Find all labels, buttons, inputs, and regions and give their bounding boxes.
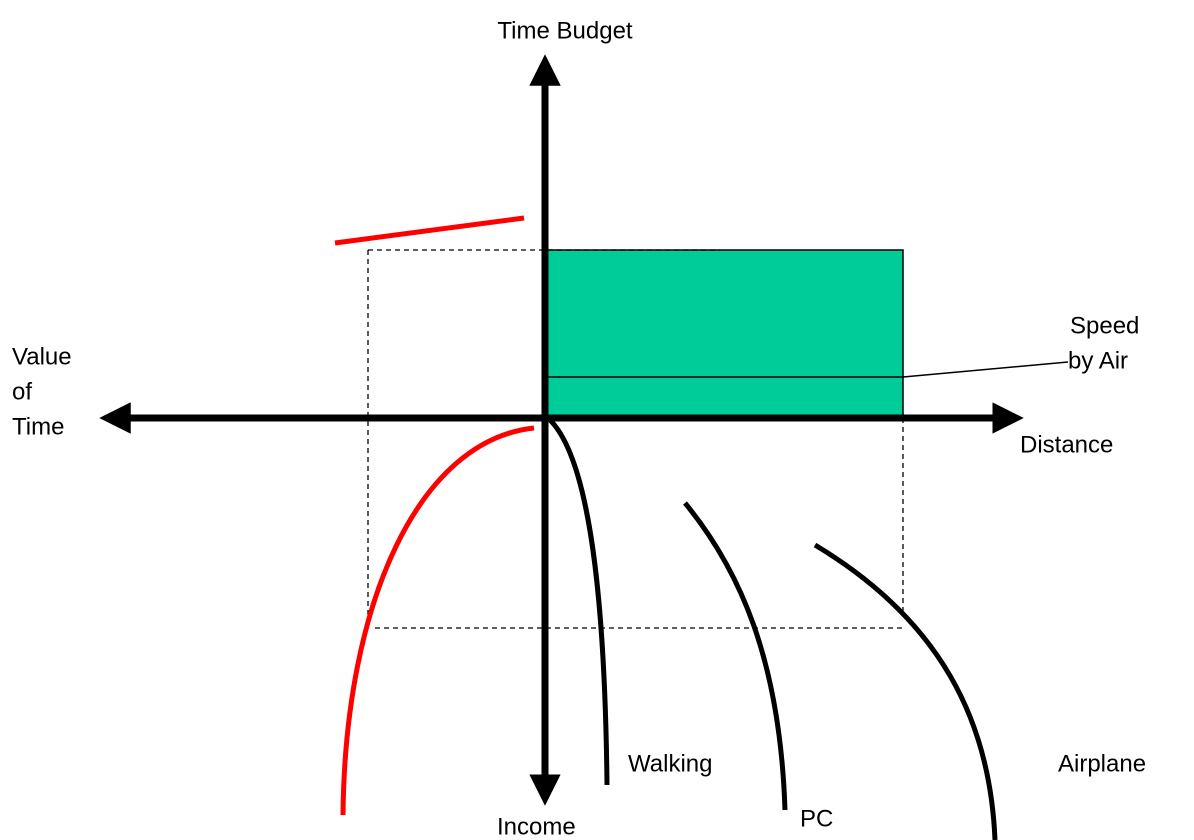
red-line [334,215,525,246]
curve-label: PC [800,805,833,832]
axis-label: Income [497,813,576,840]
leader-line [902,361,1069,378]
walking-curve [548,418,610,786]
annotation: Speed [1070,312,1139,339]
axis-label: of [12,378,32,405]
annotation: by Air [1068,347,1128,374]
axis-label: Time Budget [497,17,633,44]
pc-curve [683,501,788,811]
airplane-curve [813,542,998,840]
curve-label: Walking [628,750,712,777]
red-curve [340,425,535,816]
curve-label: Airplane [1058,750,1146,777]
time-budget-area [546,249,904,419]
axis-label: Time [12,413,64,440]
axis-label: Value [12,343,72,370]
axis-label: Distance [1020,431,1113,458]
